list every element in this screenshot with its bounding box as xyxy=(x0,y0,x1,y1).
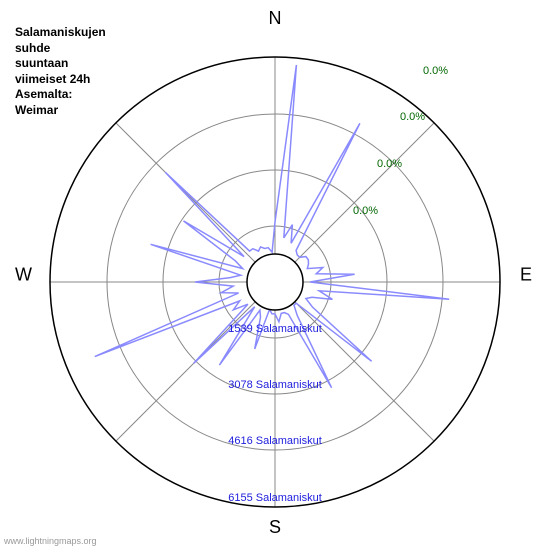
svg-text:1539 Salamaniskut: 1539 Salamaniskut xyxy=(228,323,322,335)
svg-text:0.0%: 0.0% xyxy=(353,205,378,217)
pct-labels-group: 0.0% 0.0% 0.0% 0.0% xyxy=(353,65,448,217)
polar-chart-svg: 1539 Salamaniskut 3078 Salamaniskut 4616 S… xyxy=(0,0,550,550)
svg-text:4616 Salamaniskut: 4616 Salamaniskut xyxy=(228,435,322,447)
center-group xyxy=(247,254,303,310)
svg-text:0.0%: 0.0% xyxy=(400,111,425,123)
svg-text:6155 Salamaniskut: 6155 Salamaniskut xyxy=(228,492,322,504)
svg-text:0.0%: 0.0% xyxy=(423,65,448,77)
svg-text:3078 Salamaniskut: 3078 Salamaniskut xyxy=(228,379,322,391)
svg-text:0.0%: 0.0% xyxy=(377,158,402,170)
footer-credit: www.lightningmaps.org xyxy=(4,536,97,546)
chart-container: Salamaniskujen suhde suuntaan viimeiset … xyxy=(0,0,550,550)
